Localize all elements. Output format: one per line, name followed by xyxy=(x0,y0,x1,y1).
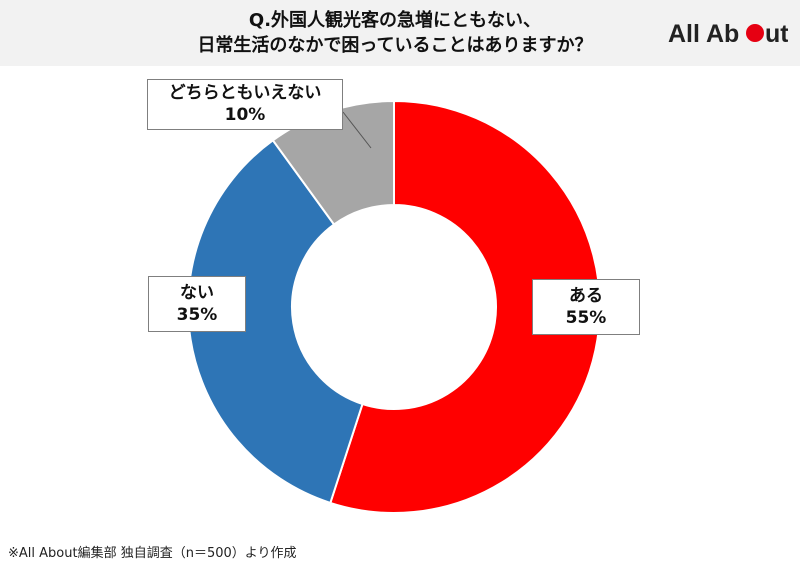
slice-label-dochiratomo-category: どちらともいえない xyxy=(168,83,322,103)
leader-line-dochiratomo xyxy=(342,111,372,149)
logo-text-left: All Ab xyxy=(668,20,739,48)
chart-title-line-1: Q.外国人観光客の急増にともない、 xyxy=(248,10,542,31)
slice-label-dochiratomo-value: 10% xyxy=(224,105,266,125)
allabout-logo: All Ab ut xyxy=(668,20,788,48)
leader-lines xyxy=(342,111,372,149)
slice-label-nai: ない 35% xyxy=(148,276,246,332)
donut-slices xyxy=(187,99,601,514)
slice-label-nai-value: 35% xyxy=(176,305,218,325)
logo-dot-icon xyxy=(746,24,764,42)
header-band xyxy=(0,0,800,66)
slice-aru xyxy=(329,99,601,514)
slice-label-dochiratomo: どちらともいえない 10% xyxy=(147,79,343,130)
slice-label-aru-value: 55% xyxy=(565,308,607,328)
slice-label-aru-category: ある xyxy=(569,286,603,306)
chart-title-line-2: 日常生活のなかで困っていることはありますか？ xyxy=(197,35,593,56)
slice-label-aru: ある 55% xyxy=(532,279,640,335)
slice-nai xyxy=(187,138,364,505)
source-footnote: ※All About編集部 独自調査（n＝500）より作成 xyxy=(8,546,297,561)
chart-title: Q.外国人観光客の急増にともない、 日常生活のなかで困っていることはありますか？ xyxy=(90,8,700,58)
slice-label-nai-category: ない xyxy=(180,283,214,303)
logo-text-right: ut xyxy=(765,20,788,48)
